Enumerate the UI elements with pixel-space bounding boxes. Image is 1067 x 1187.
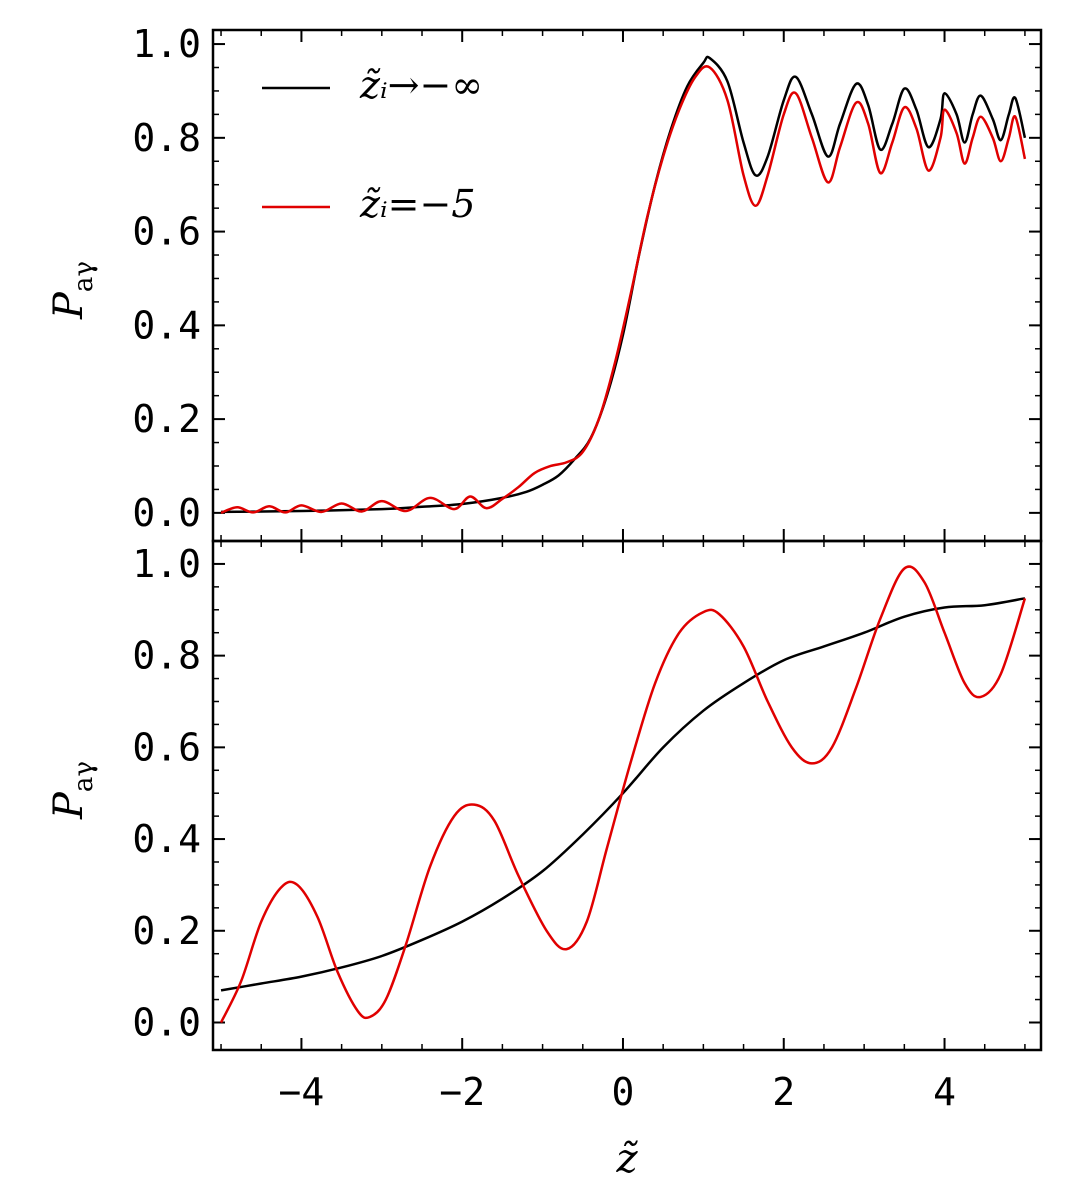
y-tick-label: 0.6 — [132, 210, 201, 254]
y-axis-title-bottom: Paγ — [46, 761, 99, 820]
x-tick-label: 4 — [933, 1070, 956, 1114]
plot-frame — [211, 28, 1043, 543]
series-line-red — [220, 65, 1027, 515]
y-tick-label: 0.2 — [132, 397, 201, 441]
y-tick-label: 0.4 — [132, 303, 201, 347]
y-tick-label: 0.8 — [132, 634, 201, 678]
x-tick-label: −2 — [439, 1070, 485, 1114]
legend: z̃ᵢ→−∞ z̃ᵢ=−5 — [262, 63, 483, 226]
y-tick-label: 0.6 — [132, 725, 201, 769]
series-line-red — [219, 565, 1027, 1024]
series-line-black — [221, 55, 1027, 514]
y-tick-label: 0.2 — [132, 909, 201, 953]
y-axis-title-top: Paγ — [46, 261, 99, 320]
x-tick-label: −4 — [279, 1070, 325, 1114]
x-axis-title: z̃ — [615, 1136, 638, 1182]
y-tick-label: 0.0 — [132, 491, 201, 535]
top-panel: 0.0 0.2 0.4 0.6 0.8 1.0 — [132, 22, 1043, 543]
legend-label-series-2: z̃ᵢ=−5 — [359, 182, 476, 226]
y-tick-label: 1.0 — [132, 22, 201, 66]
y-tick-label: 0.0 — [132, 1000, 201, 1044]
plot-frame — [211, 539, 1043, 1052]
x-tick-label: 0 — [612, 1070, 635, 1114]
y-tick-label: 0.4 — [132, 817, 201, 861]
legend-label-series-1: z̃ᵢ→−∞ — [359, 63, 483, 107]
bottom-panel: 0.0 0.2 0.4 0.6 0.8 1.0 −4 −2 0 2 4 — [132, 539, 1043, 1114]
y-tick-label: 0.8 — [132, 116, 201, 160]
series-line-black — [220, 597, 1026, 992]
y-tick-label: 1.0 — [132, 542, 201, 586]
x-tick-label: 2 — [772, 1070, 795, 1114]
